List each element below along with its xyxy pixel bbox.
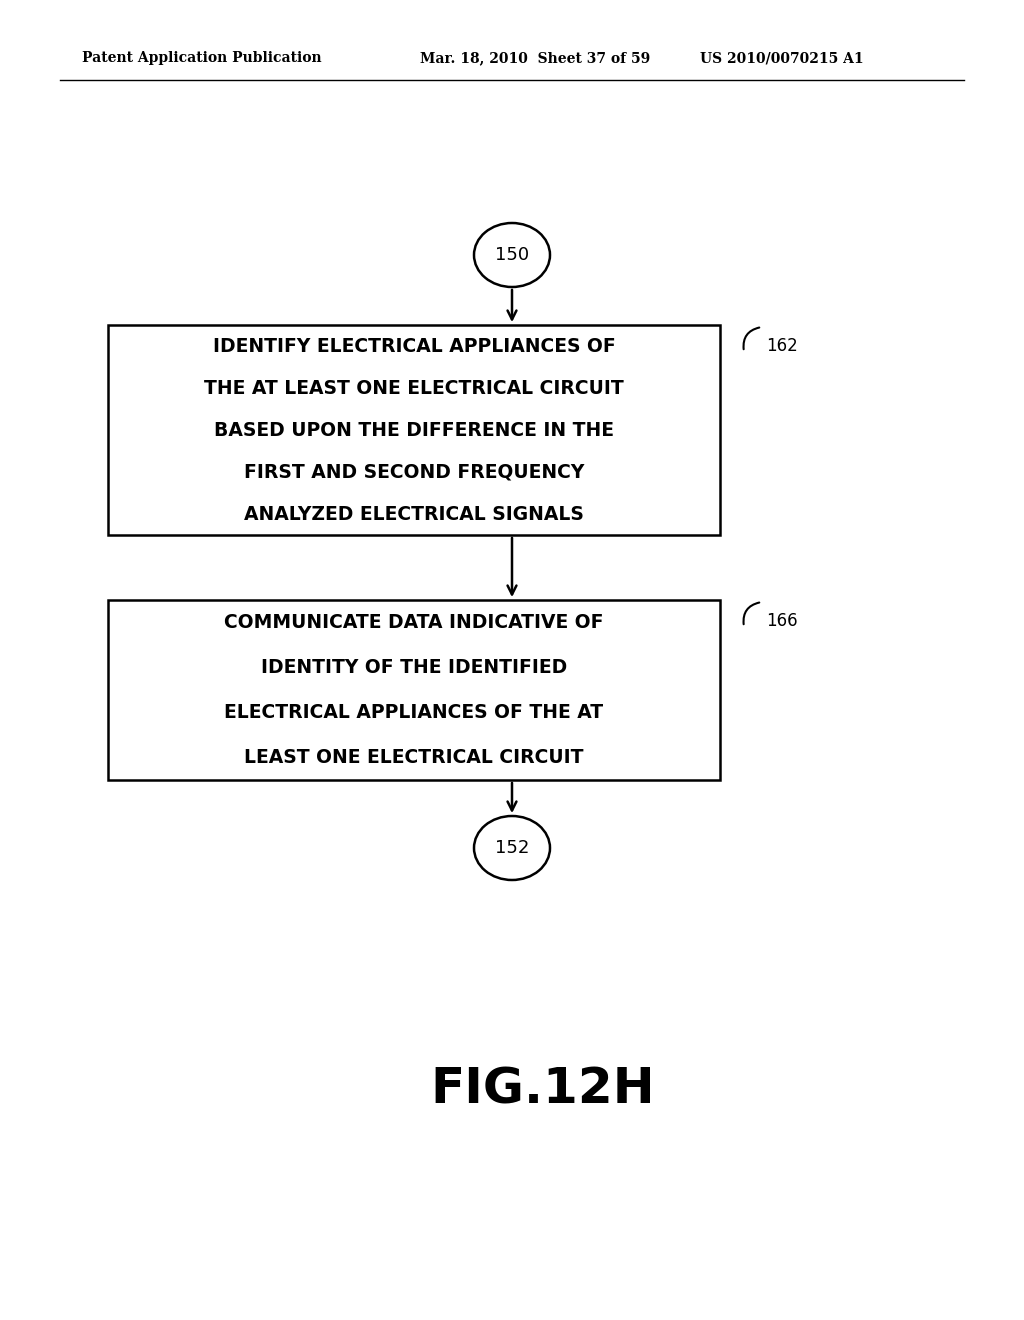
Text: FIG.12H: FIG.12H — [430, 1067, 654, 1114]
Text: Mar. 18, 2010  Sheet 37 of 59: Mar. 18, 2010 Sheet 37 of 59 — [420, 51, 650, 65]
Text: BASED UPON THE DIFFERENCE IN THE: BASED UPON THE DIFFERENCE IN THE — [214, 421, 614, 440]
Text: IDENTITY OF THE IDENTIFIED: IDENTITY OF THE IDENTIFIED — [261, 657, 567, 677]
Text: ANALYZED ELECTRICAL SIGNALS: ANALYZED ELECTRICAL SIGNALS — [244, 504, 584, 524]
Text: 150: 150 — [495, 246, 529, 264]
Bar — [108, 601, 720, 780]
Text: 166: 166 — [766, 612, 798, 630]
Text: FIRST AND SECOND FREQUENCY: FIRST AND SECOND FREQUENCY — [244, 462, 584, 482]
Text: THE AT LEAST ONE ELECTRICAL CIRCUIT: THE AT LEAST ONE ELECTRICAL CIRCUIT — [204, 379, 624, 397]
Text: ELECTRICAL APPLIANCES OF THE AT: ELECTRICAL APPLIANCES OF THE AT — [224, 704, 603, 722]
Text: IDENTIFY ELECTRICAL APPLIANCES OF: IDENTIFY ELECTRICAL APPLIANCES OF — [213, 337, 615, 355]
Text: 162: 162 — [766, 337, 798, 355]
Text: LEAST ONE ELECTRICAL CIRCUIT: LEAST ONE ELECTRICAL CIRCUIT — [245, 748, 584, 767]
Text: COMMUNICATE DATA INDICATIVE OF: COMMUNICATE DATA INDICATIVE OF — [224, 612, 604, 632]
Text: 152: 152 — [495, 840, 529, 857]
Text: Patent Application Publication: Patent Application Publication — [82, 51, 322, 65]
Bar — [108, 325, 720, 535]
Text: US 2010/0070215 A1: US 2010/0070215 A1 — [700, 51, 863, 65]
